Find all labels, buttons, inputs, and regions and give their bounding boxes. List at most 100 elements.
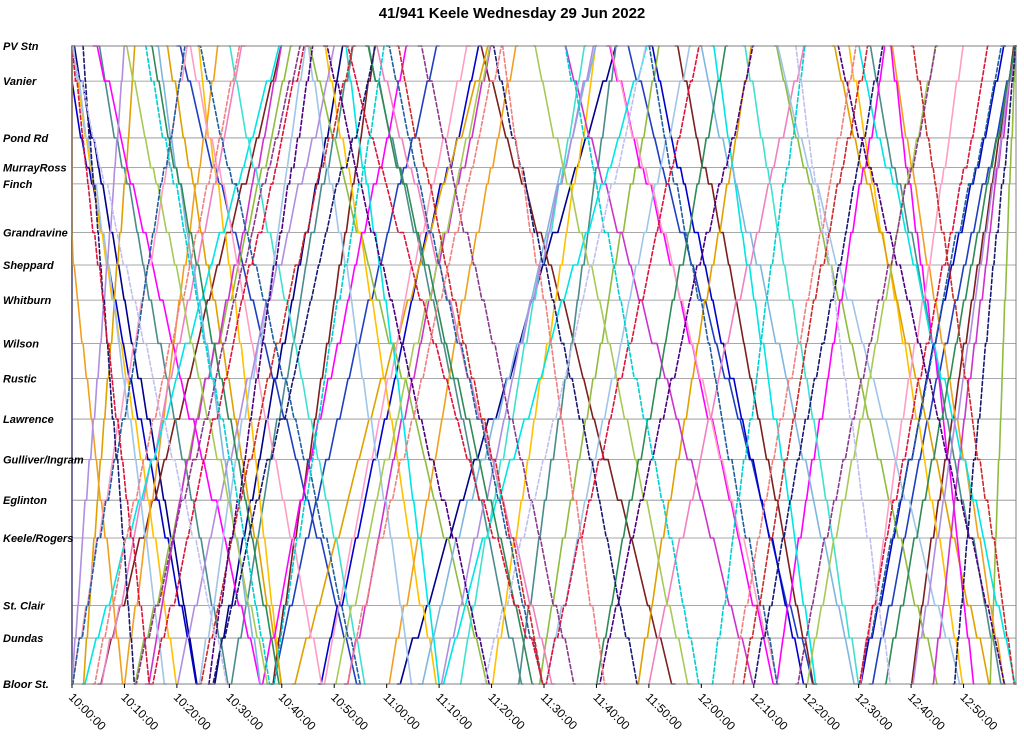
vehicle-trip-line (149, 45, 309, 685)
vehicle-trip-line (480, 45, 650, 685)
vehicle-trip-line (805, 45, 939, 685)
stop-label: Whitburn (3, 295, 52, 307)
vehicle-trip-line (165, 45, 283, 685)
vehicle-trip-line (952, 45, 1017, 685)
vehicle-trip-line (648, 45, 781, 685)
vehicle-trip-line (532, 45, 692, 685)
stop-label: PV Stn (3, 41, 39, 53)
vehicle-trip-line (207, 45, 314, 685)
time-tick-label: 11:00:00 (381, 690, 424, 733)
vehicle-trip-line (364, 45, 535, 685)
vehicle-trip-line (674, 45, 818, 685)
time-tick-label: 10:20:00 (171, 690, 214, 733)
vehicle-trip-line (606, 45, 781, 685)
time-tick-label: 12:20:00 (800, 690, 843, 733)
stop-label: MurrayRoss (3, 163, 67, 175)
stop-label: Grandravine (3, 228, 68, 240)
vehicle-trip-line (836, 45, 1007, 685)
time-tick-label: 12:00:00 (695, 690, 738, 733)
stop-label: Sheppard (3, 260, 54, 272)
vehicle-trip-line (343, 45, 503, 685)
vehicle-trip-line (144, 45, 273, 685)
time-tick-label: 11:10:00 (433, 690, 476, 733)
vehicle-trip-line (71, 45, 168, 685)
vehicle-trip-line (543, 45, 703, 685)
vehicle-trip-line (186, 45, 325, 685)
vehicle-trip-line (71, 45, 189, 685)
vehicle-trip-line (606, 45, 776, 685)
vehicle-trip-line (149, 45, 283, 685)
vehicle-trip-line (385, 45, 545, 685)
vehicle-trip-line (270, 45, 388, 685)
vehicle-trip-line (857, 45, 1017, 685)
vehicle-trip-line (176, 45, 335, 685)
time-tick-label: 10:00:00 (66, 690, 109, 733)
vehicle-trip-line (857, 45, 1007, 685)
vehicle-trip-line (931, 45, 1017, 685)
time-tick-label: 10:50:00 (328, 690, 371, 733)
vehicle-trip-line (92, 45, 241, 685)
time-tick-label: 11:50:00 (643, 690, 686, 733)
vehicle-trip-line (97, 45, 246, 685)
time-tick-label: 12:30:00 (853, 690, 896, 733)
stop-labels: PV Stn Vanier Pond Rd MurrayRoss Finch Grandr… (3, 41, 84, 691)
vehicle-trip-line (364, 45, 524, 685)
vehicle-trip-line (97, 45, 283, 685)
vehicle-trip-line (333, 45, 493, 685)
time-tick-label: 11:20:00 (485, 690, 528, 733)
vehicle-trip-line (270, 45, 377, 685)
vehicle-trip-line (71, 45, 199, 685)
stop-label: Pond Rd (3, 133, 48, 145)
vehicle-trip-line (774, 45, 886, 685)
time-tick-label: 11:30:00 (538, 690, 581, 733)
vehicle-trip-line (71, 45, 126, 685)
vehicle-trip-line (889, 45, 1007, 685)
stop-label: Finch (3, 179, 33, 191)
time-tick-label: 10:10:00 (118, 690, 161, 733)
stop-label: Dundas (3, 633, 43, 645)
vehicle-trip-line (322, 45, 493, 685)
stop-label: Vanier (3, 76, 37, 88)
vehicle-trip-line (910, 45, 1017, 685)
vehicle-trip-line (732, 45, 860, 685)
vehicle-trip-line (212, 45, 346, 685)
vehicle-trip-line (564, 45, 703, 685)
vehicle-trip-line (228, 45, 367, 685)
vehicle-trip-line (307, 45, 414, 685)
vehicle-trip-line (228, 45, 356, 685)
stop-label: Lawrence (3, 414, 54, 426)
vehicle-trip-line (134, 45, 304, 685)
stop-label: St. Clair (3, 601, 45, 613)
vehicle-trip-line (480, 45, 676, 685)
time-axis-labels: 10:00:00 10:10:00 10:20:00 10:30:00 10:40:00… (66, 684, 1001, 733)
vehicle-trip-line (910, 45, 1017, 685)
time-tick-label: 12:40:00 (905, 690, 948, 733)
time-tick-label: 10:40:00 (276, 690, 319, 733)
vehicle-trip-line (197, 45, 356, 685)
vehicle-trip-line (774, 45, 965, 685)
time-tick-label: 12:50:00 (957, 690, 1000, 733)
stop-label: Bloor St. (3, 679, 49, 691)
vehicle-trip-line (794, 45, 939, 685)
vehicle-trip-line (71, 45, 178, 685)
vehicle-trip-line (197, 45, 283, 685)
time-tick-label: 10:30:00 (223, 690, 266, 733)
vehicle-trip-line (438, 45, 650, 685)
vehicle-trip-line (753, 45, 886, 685)
vehicle-trip-line (538, 45, 661, 685)
chart-title: 41/941 Keele Wednesday 29 Jun 2022 (379, 5, 646, 22)
vehicle-trip-line (794, 45, 891, 685)
vehicle-trip-line (595, 45, 729, 685)
vehicle-trip-line (857, 45, 965, 685)
vehicle-trip-line (97, 45, 231, 685)
time-tick-label: 12:10:00 (748, 690, 791, 733)
trip-lines (71, 45, 1017, 685)
vehicle-trip-line (459, 45, 587, 685)
vehicle-trip-line (627, 45, 818, 685)
vehicle-trip-line (438, 45, 598, 685)
vehicle-trip-line (637, 45, 755, 685)
vehicle-trip-line (517, 45, 619, 685)
stop-label: Gulliver/Ingram (3, 455, 84, 467)
stop-label: Keele/Rogers (3, 533, 73, 545)
time-tick-label: 11:40:00 (590, 690, 633, 733)
